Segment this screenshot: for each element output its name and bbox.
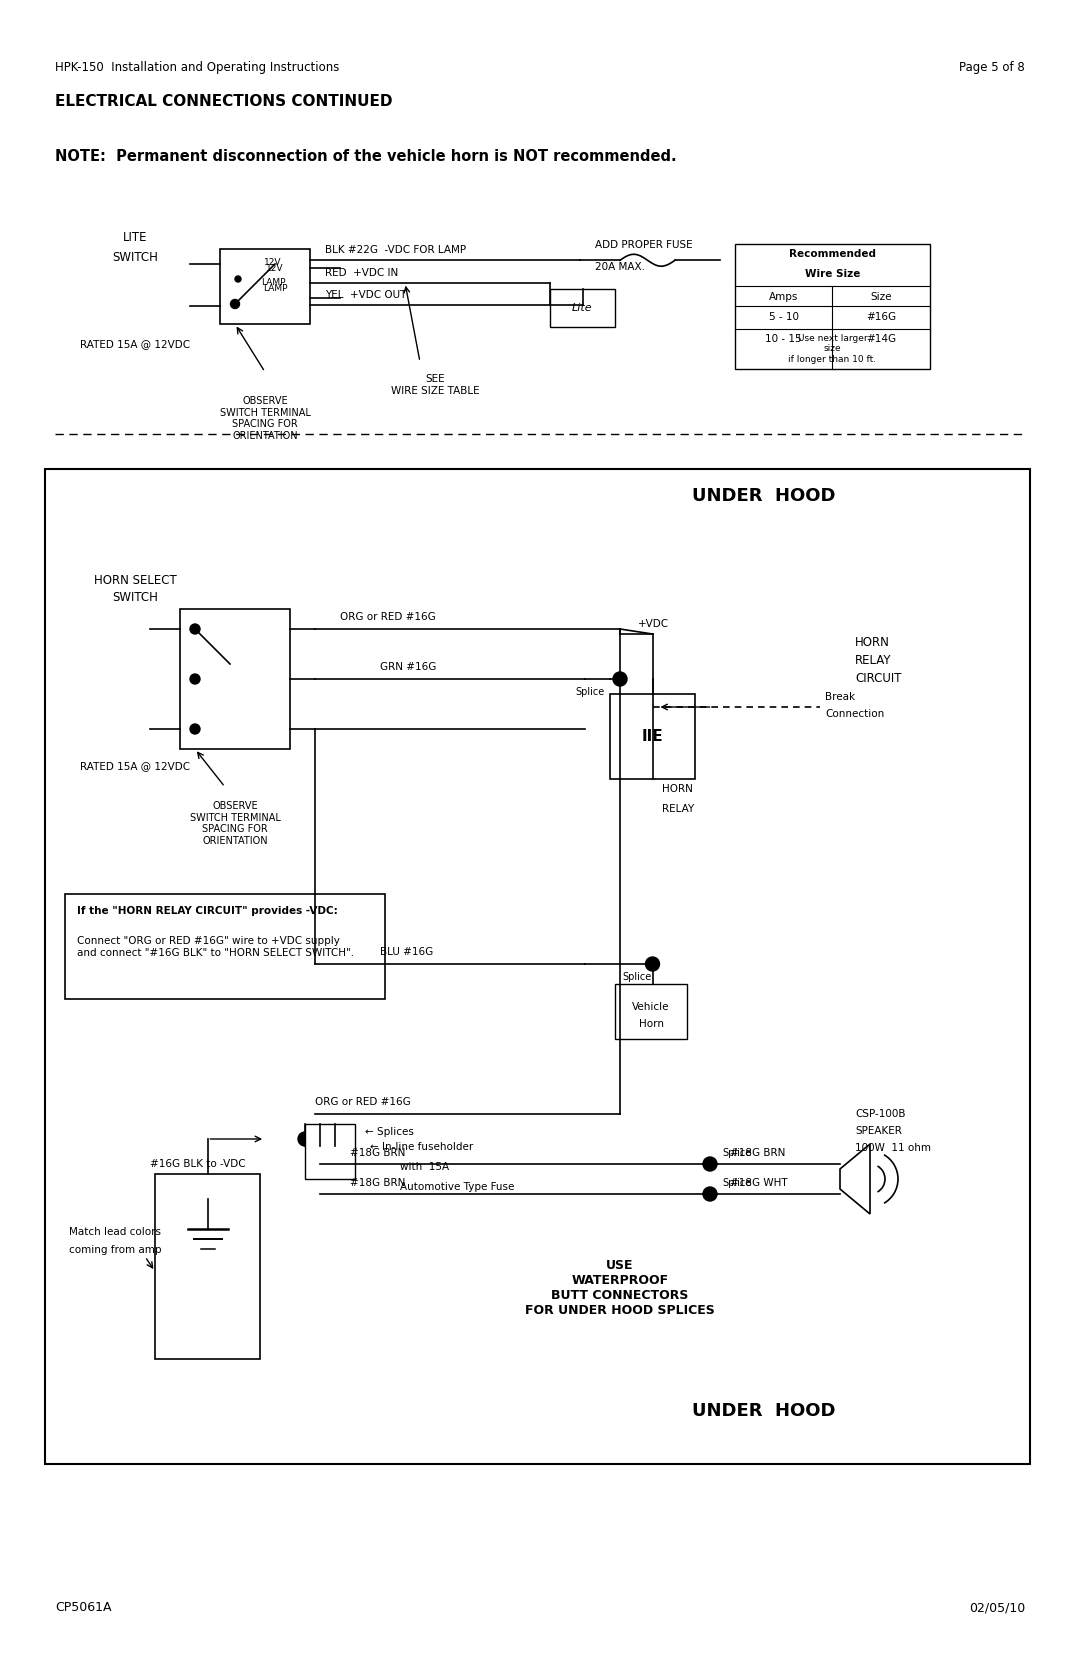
Circle shape bbox=[703, 1157, 717, 1172]
Text: ADD PROPER FUSE: ADD PROPER FUSE bbox=[595, 240, 692, 250]
Text: BLU #16G: BLU #16G bbox=[380, 946, 433, 956]
Text: #18G BRN: #18G BRN bbox=[730, 1148, 785, 1158]
Text: RATED 15A @ 12VDC: RATED 15A @ 12VDC bbox=[80, 339, 190, 349]
Text: +VDC: +VDC bbox=[637, 619, 669, 629]
Text: #18G BRN: #18G BRN bbox=[350, 1148, 405, 1158]
Text: ELECTRICAL CONNECTIONS CONTINUED: ELECTRICAL CONNECTIONS CONTINUED bbox=[55, 93, 392, 108]
Text: ORG or RED #16G: ORG or RED #16G bbox=[340, 613, 435, 623]
Text: Use next larger
size
if longer than 10 ft.: Use next larger size if longer than 10 f… bbox=[788, 334, 877, 364]
Circle shape bbox=[190, 674, 200, 684]
Text: Break: Break bbox=[825, 693, 855, 703]
Text: CP5061A: CP5061A bbox=[55, 1601, 111, 1614]
Text: LAMP: LAMP bbox=[260, 279, 285, 287]
Text: BLK #22G  -VDC FOR LAMP: BLK #22G -VDC FOR LAMP bbox=[325, 245, 467, 255]
Text: Automotive Type Fuse: Automotive Type Fuse bbox=[400, 1182, 514, 1192]
Text: Recommended: Recommended bbox=[789, 249, 876, 259]
Text: with  15A: with 15A bbox=[400, 1162, 449, 1172]
Circle shape bbox=[328, 1132, 342, 1147]
Text: 5 - 10: 5 - 10 bbox=[769, 312, 799, 322]
Text: ← In-line fuseholder: ← In-line fuseholder bbox=[370, 1142, 473, 1152]
Text: LAMP: LAMP bbox=[262, 284, 287, 294]
Polygon shape bbox=[840, 1143, 870, 1213]
Text: Lite: Lite bbox=[572, 304, 593, 314]
Text: SPEAKER: SPEAKER bbox=[855, 1127, 902, 1137]
Text: If the "HORN RELAY CIRCUIT" provides -VDC:: If the "HORN RELAY CIRCUIT" provides -VD… bbox=[77, 906, 338, 916]
Bar bbox=[735, 244, 930, 369]
Text: Splice: Splice bbox=[723, 1148, 752, 1158]
Bar bbox=[65, 895, 384, 1000]
Text: IIE: IIE bbox=[642, 729, 663, 744]
Text: Match lead colors: Match lead colors bbox=[69, 1227, 161, 1237]
Circle shape bbox=[230, 299, 240, 309]
Circle shape bbox=[313, 1132, 327, 1147]
Text: HORN SELECT: HORN SELECT bbox=[94, 574, 176, 587]
Text: Vehicle: Vehicle bbox=[632, 1001, 670, 1011]
Bar bbox=[156, 1173, 260, 1359]
Text: HORN: HORN bbox=[662, 784, 693, 794]
Text: Amps: Amps bbox=[769, 292, 798, 302]
Text: Splice: Splice bbox=[623, 971, 652, 981]
Circle shape bbox=[235, 275, 241, 282]
Text: OBSERVE
SWITCH TERMINAL
SPACING FOR
ORIENTATION: OBSERVE SWITCH TERMINAL SPACING FOR ORIE… bbox=[219, 396, 310, 441]
Text: Connection: Connection bbox=[825, 709, 885, 719]
Text: Wire Size: Wire Size bbox=[805, 269, 860, 279]
Text: 20A MAX.: 20A MAX. bbox=[595, 262, 645, 272]
Text: Connect "ORG or RED #16G" wire to +VDC supply
and connect "#16G BLK" to "HORN SE: Connect "ORG or RED #16G" wire to +VDC s… bbox=[77, 936, 354, 958]
Text: 12V: 12V bbox=[267, 264, 284, 274]
Text: #18G BRN: #18G BRN bbox=[350, 1178, 405, 1188]
Text: #18G WHT: #18G WHT bbox=[730, 1178, 787, 1188]
Bar bbox=[610, 694, 696, 779]
Text: SEE
WIRE SIZE TABLE: SEE WIRE SIZE TABLE bbox=[391, 374, 480, 396]
Text: HPK-150  Installation and Operating Instructions: HPK-150 Installation and Operating Instr… bbox=[55, 62, 339, 73]
Text: Horn: Horn bbox=[638, 1018, 663, 1028]
Text: Size: Size bbox=[870, 292, 892, 302]
Text: ← Splices: ← Splices bbox=[365, 1127, 414, 1137]
Text: CSP-100B: CSP-100B bbox=[855, 1108, 905, 1118]
Circle shape bbox=[190, 624, 200, 634]
Text: OBSERVE
SWITCH TERMINAL
SPACING FOR
ORIENTATION: OBSERVE SWITCH TERMINAL SPACING FOR ORIE… bbox=[190, 801, 281, 846]
Text: RED  +VDC IN: RED +VDC IN bbox=[325, 267, 399, 277]
Text: GRN #16G: GRN #16G bbox=[380, 663, 436, 673]
Circle shape bbox=[298, 1132, 312, 1147]
Text: #16G: #16G bbox=[866, 312, 896, 322]
Text: 02/05/10: 02/05/10 bbox=[969, 1601, 1025, 1614]
Circle shape bbox=[613, 673, 627, 686]
Bar bbox=[305, 1123, 355, 1178]
Bar bbox=[615, 985, 687, 1040]
Text: RATED 15A @ 12VDC: RATED 15A @ 12VDC bbox=[80, 761, 190, 771]
Text: USE
WATERPROOF
BUTT CONNECTORS
FOR UNDER HOOD SPLICES: USE WATERPROOF BUTT CONNECTORS FOR UNDER… bbox=[525, 1258, 715, 1317]
Bar bbox=[550, 289, 615, 327]
Bar bbox=[220, 249, 310, 324]
Text: coming from amp: coming from amp bbox=[69, 1245, 161, 1255]
Circle shape bbox=[703, 1187, 717, 1202]
Text: CIRCUIT: CIRCUIT bbox=[855, 673, 902, 684]
Circle shape bbox=[646, 956, 660, 971]
Text: UNDER  HOOD: UNDER HOOD bbox=[692, 487, 836, 506]
Text: SWITCH: SWITCH bbox=[112, 591, 158, 604]
Text: Splice: Splice bbox=[723, 1178, 752, 1188]
Text: 100W  11 ohm: 100W 11 ohm bbox=[855, 1143, 931, 1153]
Text: UNDER  HOOD: UNDER HOOD bbox=[692, 1402, 836, 1420]
Bar bbox=[180, 609, 291, 749]
Text: #16G BLK to -VDC: #16G BLK to -VDC bbox=[150, 1158, 245, 1168]
Text: NOTE:  Permanent disconnection of the vehicle horn is NOT recommended.: NOTE: Permanent disconnection of the veh… bbox=[55, 149, 677, 164]
Text: #14G: #14G bbox=[866, 334, 896, 344]
Text: 10 - 15: 10 - 15 bbox=[766, 334, 802, 344]
Text: LITE: LITE bbox=[123, 230, 147, 244]
Bar bbox=[45, 469, 1030, 1464]
Circle shape bbox=[190, 724, 200, 734]
Text: YEL  +VDC OUT: YEL +VDC OUT bbox=[325, 290, 406, 300]
Text: HORN: HORN bbox=[855, 636, 890, 649]
Text: Page 5 of 8: Page 5 of 8 bbox=[959, 62, 1025, 73]
Text: Splice: Splice bbox=[576, 688, 605, 698]
Text: 12V: 12V bbox=[265, 259, 282, 267]
Text: SWITCH: SWITCH bbox=[112, 250, 158, 264]
Text: RELAY: RELAY bbox=[662, 804, 694, 814]
Text: RELAY: RELAY bbox=[855, 654, 891, 668]
Text: ORG or RED #16G: ORG or RED #16G bbox=[315, 1097, 410, 1107]
